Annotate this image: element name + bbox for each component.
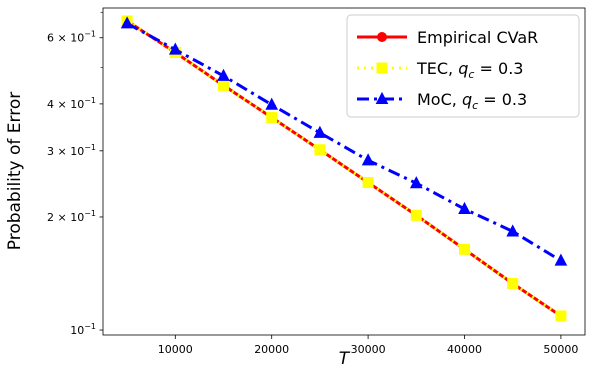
- legend-entry-1: TEC, qc = 0.3: [357, 59, 523, 81]
- series-layer: [120, 15, 568, 322]
- x-tick-label-4: 50000: [543, 343, 578, 356]
- legend-entry-0: Empirical CVaR: [357, 28, 538, 47]
- y-axis-label: Probability of Error: [5, 92, 25, 251]
- data-point-2-2: [217, 68, 230, 81]
- data-point-1-3: [266, 111, 278, 123]
- y-tick-label-2: 3 × 10−1: [47, 143, 96, 158]
- y-tick-label-1: 2 × 10−1: [47, 209, 96, 224]
- legend-marker-2: [375, 91, 389, 104]
- data-point-1-9: [555, 310, 567, 322]
- plot-frame: [102, 7, 586, 336]
- data-point-2-4: [313, 125, 327, 138]
- y-tick-label-3: 4 × 10−1: [47, 96, 96, 111]
- data-point-1-6: [410, 209, 422, 221]
- data-point-2-5: [361, 153, 375, 166]
- axes-layer: 10000 20000 30000 40000 50000 10−1 2 × 10−1 3 ×…: [47, 7, 586, 356]
- data-point-1-7: [459, 243, 470, 255]
- data-point-2-1: [168, 42, 182, 55]
- x-tick-label-1: 20000: [254, 343, 289, 356]
- y-tick-label-0: 10−1: [70, 322, 96, 337]
- x-axis-label: T: [339, 349, 351, 368]
- data-point-1-2: [218, 79, 229, 91]
- y-tick-label-4: 6 × 10−1: [47, 30, 96, 45]
- legend: Empirical CVaR TEC, qc = 0.3 MoC, qc = 0.3: [346, 14, 580, 118]
- data-point-2-9: [554, 253, 568, 266]
- data-point-1-5: [362, 177, 374, 189]
- legend-label-2: MoC, qc = 0.3: [417, 90, 527, 112]
- data-point-2-8: [506, 224, 520, 237]
- data-point-2-7: [458, 201, 471, 214]
- x-tick-label-0: 10000: [158, 343, 193, 356]
- x-tick-label-2: 30000: [351, 343, 386, 356]
- series-line-1: [126, 19, 562, 318]
- data-point-2-6: [409, 176, 423, 189]
- legend-box: [346, 14, 580, 118]
- legend-label-1: TEC, qc = 0.3: [416, 59, 523, 81]
- legend-marker-0: [377, 32, 387, 42]
- data-point-1-8: [507, 278, 519, 290]
- series-line-2: [126, 22, 562, 262]
- legend-label-0: Empirical CVaR: [417, 28, 538, 47]
- x-tick-label-3: 40000: [447, 343, 482, 356]
- legend-entry-2: MoC, qc = 0.3: [357, 90, 527, 112]
- data-point-2-3: [265, 97, 279, 110]
- series-2: [120, 16, 568, 266]
- data-point-2-0: [120, 16, 134, 29]
- legend-marker-1: [376, 62, 388, 74]
- data-point-1-4: [314, 144, 326, 156]
